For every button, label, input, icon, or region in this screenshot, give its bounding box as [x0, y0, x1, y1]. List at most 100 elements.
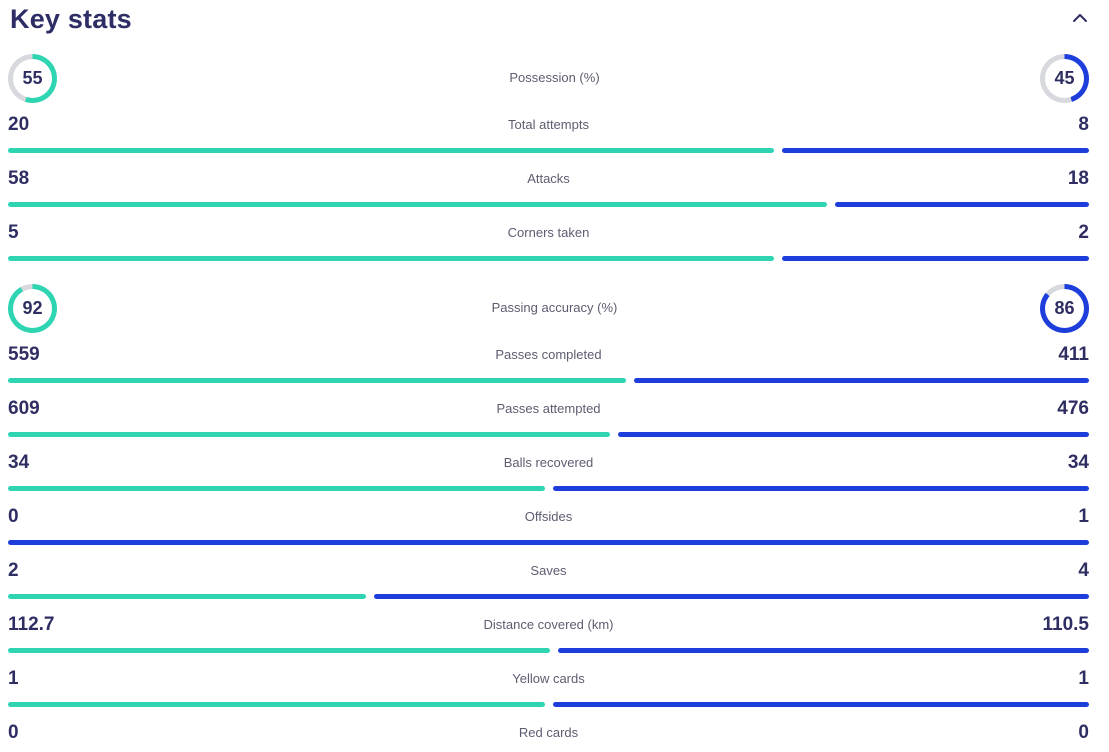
stat-line: 0 Red cards 0 [8, 723, 1089, 743]
stat-label: Passing accuracy (%) [491, 300, 618, 315]
duel-bar [8, 432, 1089, 437]
away-bar [782, 148, 1089, 153]
away-bar [834, 202, 1089, 207]
stat-row: 559 Passes completed 411 [0, 342, 1109, 396]
away-bar [552, 702, 1089, 707]
away-bar [8, 540, 1089, 545]
panel-title: Key stats [10, 4, 132, 34]
away-value: 86 [1045, 288, 1084, 328]
home-value: 20 [8, 114, 30, 135]
duel-bar [8, 540, 1089, 545]
home-bar [8, 648, 550, 653]
home-ring: 55 [8, 53, 57, 103]
home-ring: 92 [8, 283, 57, 333]
stat-row: 55 Possession (%) 45 [0, 44, 1109, 112]
away-bar [373, 594, 1089, 599]
away-value: 34 [1067, 452, 1089, 473]
stat-row: 0 Red cards 0 [0, 720, 1109, 752]
stat-line: 2 Saves 4 [8, 561, 1089, 581]
duel-bar [8, 648, 1089, 653]
stat-row: 2 Saves 4 [0, 558, 1109, 612]
duel-bar [8, 148, 1089, 153]
stat-row: 1 Yellow cards 1 [0, 666, 1109, 720]
stat-label: Attacks [527, 171, 570, 186]
panel-header: Key stats [0, 0, 1109, 44]
stat-line: 20 Total attempts 8 [8, 115, 1089, 135]
stat-label: Red cards [518, 725, 579, 740]
away-bar [782, 256, 1089, 261]
home-value: 34 [8, 452, 30, 473]
stat-row: 609 Passes attempted 476 [0, 396, 1109, 450]
stat-line: 0 Offsides 1 [8, 507, 1089, 527]
stat-line: 58 Attacks 18 [8, 169, 1089, 189]
home-value: 2 [8, 560, 19, 581]
away-value: 110.5 [1042, 614, 1090, 635]
home-bar [8, 378, 627, 383]
home-value: 1 [8, 668, 19, 689]
away-value: 18 [1067, 168, 1089, 189]
duel-bar [8, 378, 1089, 383]
stat-label: Balls recovered [503, 455, 594, 470]
away-value: 45 [1045, 58, 1084, 98]
away-value: 411 [1058, 344, 1089, 365]
stat-label: Yellow cards [512, 671, 585, 686]
stat-label: Total attempts [508, 117, 589, 132]
home-value: 112.7 [8, 614, 55, 635]
stat-label: Possession (%) [509, 70, 600, 85]
away-ring: 86 [1040, 283, 1089, 333]
collapse-button[interactable] [1069, 4, 1091, 26]
stat-row: 0 Offsides 1 [0, 504, 1109, 558]
stat-row: 34 Balls recovered 34 [0, 450, 1109, 504]
home-bar [8, 594, 366, 599]
away-value: 0 [1078, 722, 1089, 743]
home-value: 55 [13, 58, 52, 98]
home-bar [8, 486, 545, 491]
home-value: 609 [8, 398, 40, 419]
stats-list: 55 Possession (%) 45 20 Total attempts 8… [0, 44, 1109, 752]
away-bar [552, 486, 1089, 491]
away-value: 2 [1078, 222, 1089, 243]
home-bar [8, 432, 611, 437]
away-value: 476 [1057, 398, 1089, 419]
home-value: 0 [8, 722, 19, 743]
home-bar [8, 702, 545, 707]
home-value: 58 [8, 168, 30, 189]
home-value: 559 [8, 344, 40, 365]
away-value: 8 [1078, 114, 1089, 135]
stat-label: Passes completed [495, 347, 602, 362]
home-bar [8, 202, 827, 207]
stat-row: 58 Attacks 18 [0, 166, 1109, 220]
stat-label: Saves [530, 563, 567, 578]
stat-line: 112.7 Distance covered (km) 110.5 [8, 615, 1089, 635]
away-value: 1 [1078, 506, 1089, 527]
away-bar [557, 648, 1089, 653]
chevron-up-icon [1073, 14, 1087, 22]
stat-line: 34 Balls recovered 34 [8, 453, 1089, 473]
stat-label: Passes attempted [496, 401, 601, 416]
home-bar [8, 148, 775, 153]
stat-label: Offsides [524, 509, 573, 524]
stat-line: 1 Yellow cards 1 [8, 669, 1089, 689]
stat-line: 609 Passes attempted 476 [8, 399, 1089, 419]
away-bar [618, 432, 1089, 437]
stat-row: 5 Corners taken 2 [0, 220, 1109, 274]
stat-line: 5 Corners taken 2 [8, 223, 1089, 243]
away-value: 1 [1078, 668, 1089, 689]
stat-row: 112.7 Distance covered (km) 110.5 [0, 612, 1109, 666]
stat-label: Corners taken [507, 225, 590, 240]
duel-bar [8, 202, 1089, 207]
stat-row: 20 Total attempts 8 [0, 112, 1109, 166]
stat-line: 559 Passes completed 411 [8, 345, 1089, 365]
away-value: 4 [1078, 560, 1089, 581]
away-ring: 45 [1040, 53, 1089, 103]
home-value: 0 [8, 506, 19, 527]
home-value: 5 [8, 222, 19, 243]
duel-bar [8, 256, 1089, 261]
duel-bar [8, 702, 1089, 707]
stat-row: 92 Passing accuracy (%) 86 [0, 274, 1109, 342]
away-bar [634, 378, 1089, 383]
home-bar [8, 256, 775, 261]
stat-label: Distance covered (km) [483, 617, 614, 632]
home-value: 92 [13, 288, 52, 328]
